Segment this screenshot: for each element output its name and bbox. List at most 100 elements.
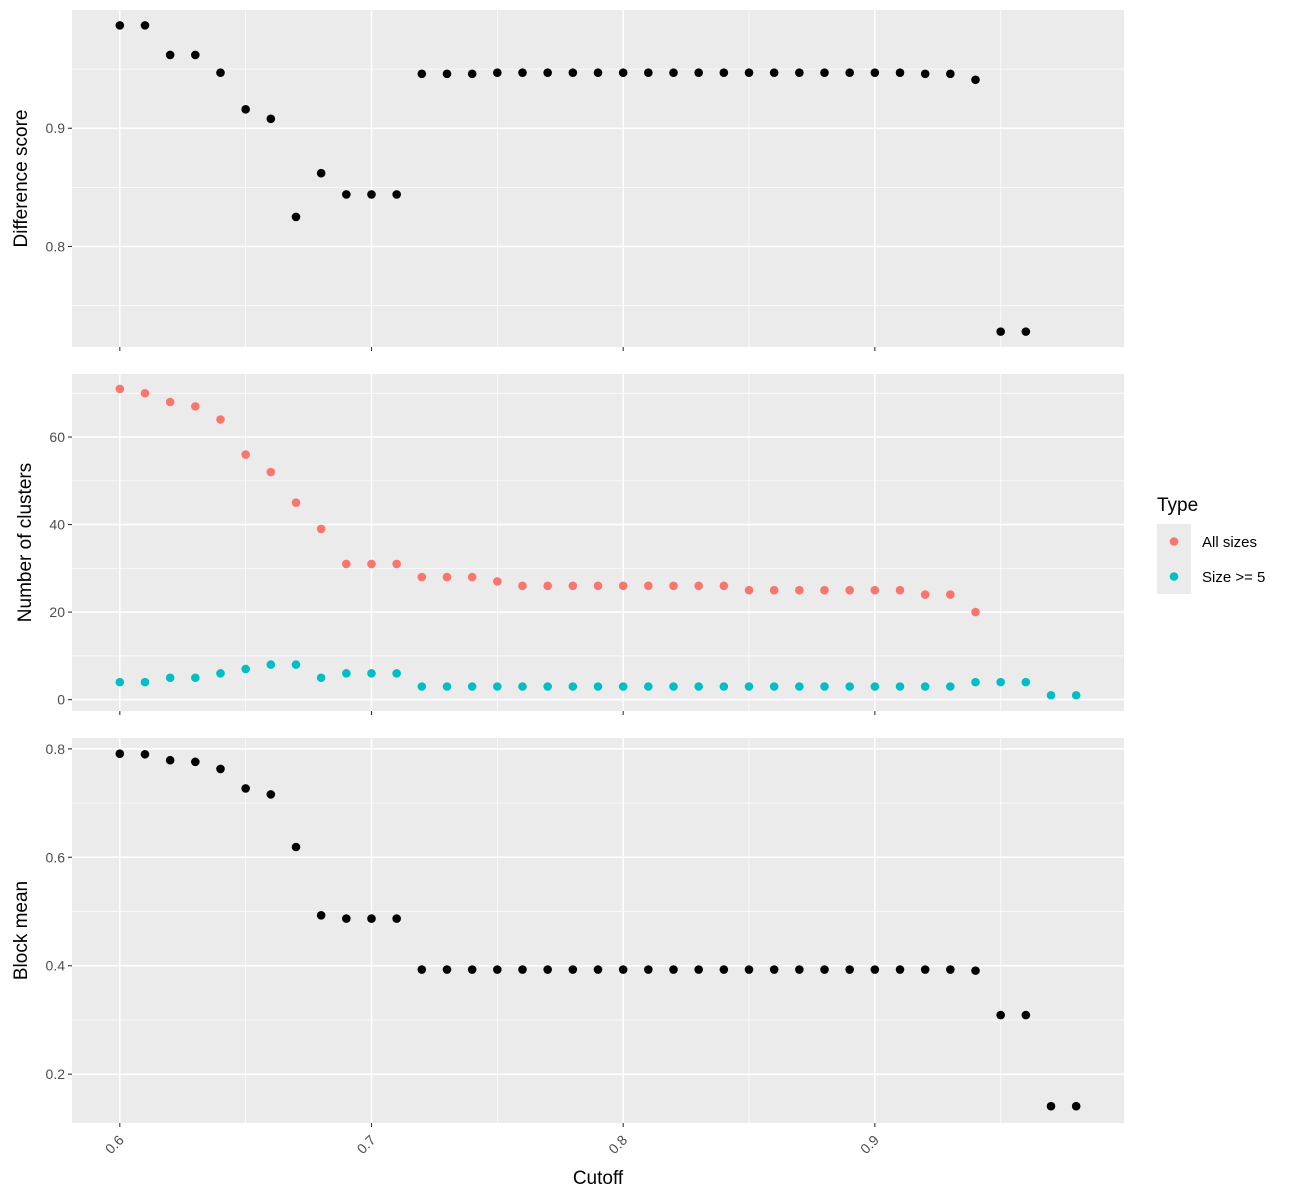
data-point — [140, 749, 150, 759]
data-point — [593, 68, 603, 77]
data-point — [618, 68, 628, 77]
data-point — [467, 69, 477, 79]
data-point — [241, 784, 250, 793]
y-tick-label: 40 — [49, 517, 65, 533]
y-tick-label: 0.8 — [46, 238, 66, 254]
data-point — [618, 581, 628, 591]
data-point — [165, 755, 175, 765]
data-point — [920, 965, 930, 974]
x-axis-ticks — [119, 1123, 876, 1127]
data-point — [820, 965, 829, 974]
data-point — [996, 327, 1005, 336]
data-point — [543, 581, 552, 591]
data-point — [543, 68, 552, 77]
data-point — [769, 68, 779, 77]
data-point — [367, 669, 376, 678]
data-point — [593, 682, 603, 691]
data-point — [518, 581, 527, 591]
y-tick-label: 20 — [49, 604, 65, 620]
data-point — [165, 50, 175, 60]
data-point — [392, 669, 401, 678]
data-point — [946, 682, 955, 691]
legend-key-point — [1169, 537, 1179, 546]
data-point — [1021, 1010, 1031, 1020]
data-point — [568, 68, 578, 77]
data-point — [644, 965, 653, 974]
data-point — [946, 590, 955, 599]
data-point — [165, 397, 175, 407]
legend-title: Type — [1157, 495, 1198, 516]
legend-key-point — [1169, 572, 1179, 581]
data-point — [744, 965, 754, 974]
data-point — [1021, 677, 1031, 687]
data-point — [442, 965, 452, 974]
data-point — [241, 105, 250, 114]
data-point — [493, 965, 502, 974]
data-point — [241, 450, 250, 459]
data-point — [744, 68, 754, 77]
x-tick-label: 0.8 — [605, 1132, 630, 1157]
data-point — [895, 682, 905, 691]
data-point — [266, 467, 276, 477]
data-point — [543, 682, 552, 691]
data-point — [946, 965, 955, 974]
data-point — [769, 585, 779, 595]
y-tick-label: 0.8 — [46, 741, 66, 757]
data-point — [518, 965, 527, 974]
data-point — [971, 607, 980, 617]
data-point — [367, 559, 376, 569]
data-point — [291, 842, 301, 852]
data-point — [719, 965, 729, 974]
data-point — [644, 682, 653, 691]
y-axis-title-difference-score: Difference score — [11, 110, 32, 248]
data-point — [694, 68, 703, 77]
data-point — [518, 68, 527, 77]
data-point — [316, 168, 326, 178]
data-point — [342, 914, 351, 923]
data-point — [316, 524, 326, 534]
data-point — [744, 682, 754, 691]
data-point — [392, 914, 401, 923]
data-point — [769, 965, 779, 974]
data-point — [669, 581, 678, 591]
data-point — [266, 660, 276, 669]
data-point — [417, 572, 427, 582]
data-point — [895, 585, 905, 595]
data-point — [493, 577, 502, 586]
data-point — [895, 965, 905, 974]
x-axis-ticks — [119, 711, 876, 715]
data-point — [165, 673, 175, 683]
data-point — [820, 68, 829, 77]
data-point — [266, 790, 276, 799]
data-point — [568, 965, 578, 974]
data-point — [694, 581, 703, 591]
data-point — [845, 682, 854, 691]
data-point — [115, 677, 125, 687]
data-point — [870, 585, 880, 595]
data-point — [795, 68, 804, 77]
data-point — [316, 911, 326, 920]
data-point — [442, 572, 452, 582]
data-point — [618, 682, 628, 691]
data-point — [216, 415, 225, 424]
data-point — [1071, 690, 1081, 700]
data-point — [845, 965, 854, 974]
data-point — [795, 585, 804, 595]
data-point — [493, 682, 502, 691]
data-point — [266, 114, 276, 124]
data-point — [593, 581, 603, 591]
data-point — [291, 212, 301, 222]
x-axis-title: Cutoff — [573, 1168, 624, 1189]
data-point — [669, 682, 678, 691]
data-point — [392, 559, 401, 569]
data-point — [392, 190, 401, 199]
data-point — [719, 682, 729, 691]
data-point — [241, 664, 250, 674]
data-point — [367, 190, 376, 199]
data-point — [920, 590, 930, 599]
data-point — [1046, 1101, 1056, 1111]
x-tick-label: 0.6 — [102, 1132, 127, 1157]
y-tick-label: 0.9 — [46, 120, 66, 136]
x-axis-ticks — [119, 347, 876, 351]
data-point — [644, 68, 653, 77]
